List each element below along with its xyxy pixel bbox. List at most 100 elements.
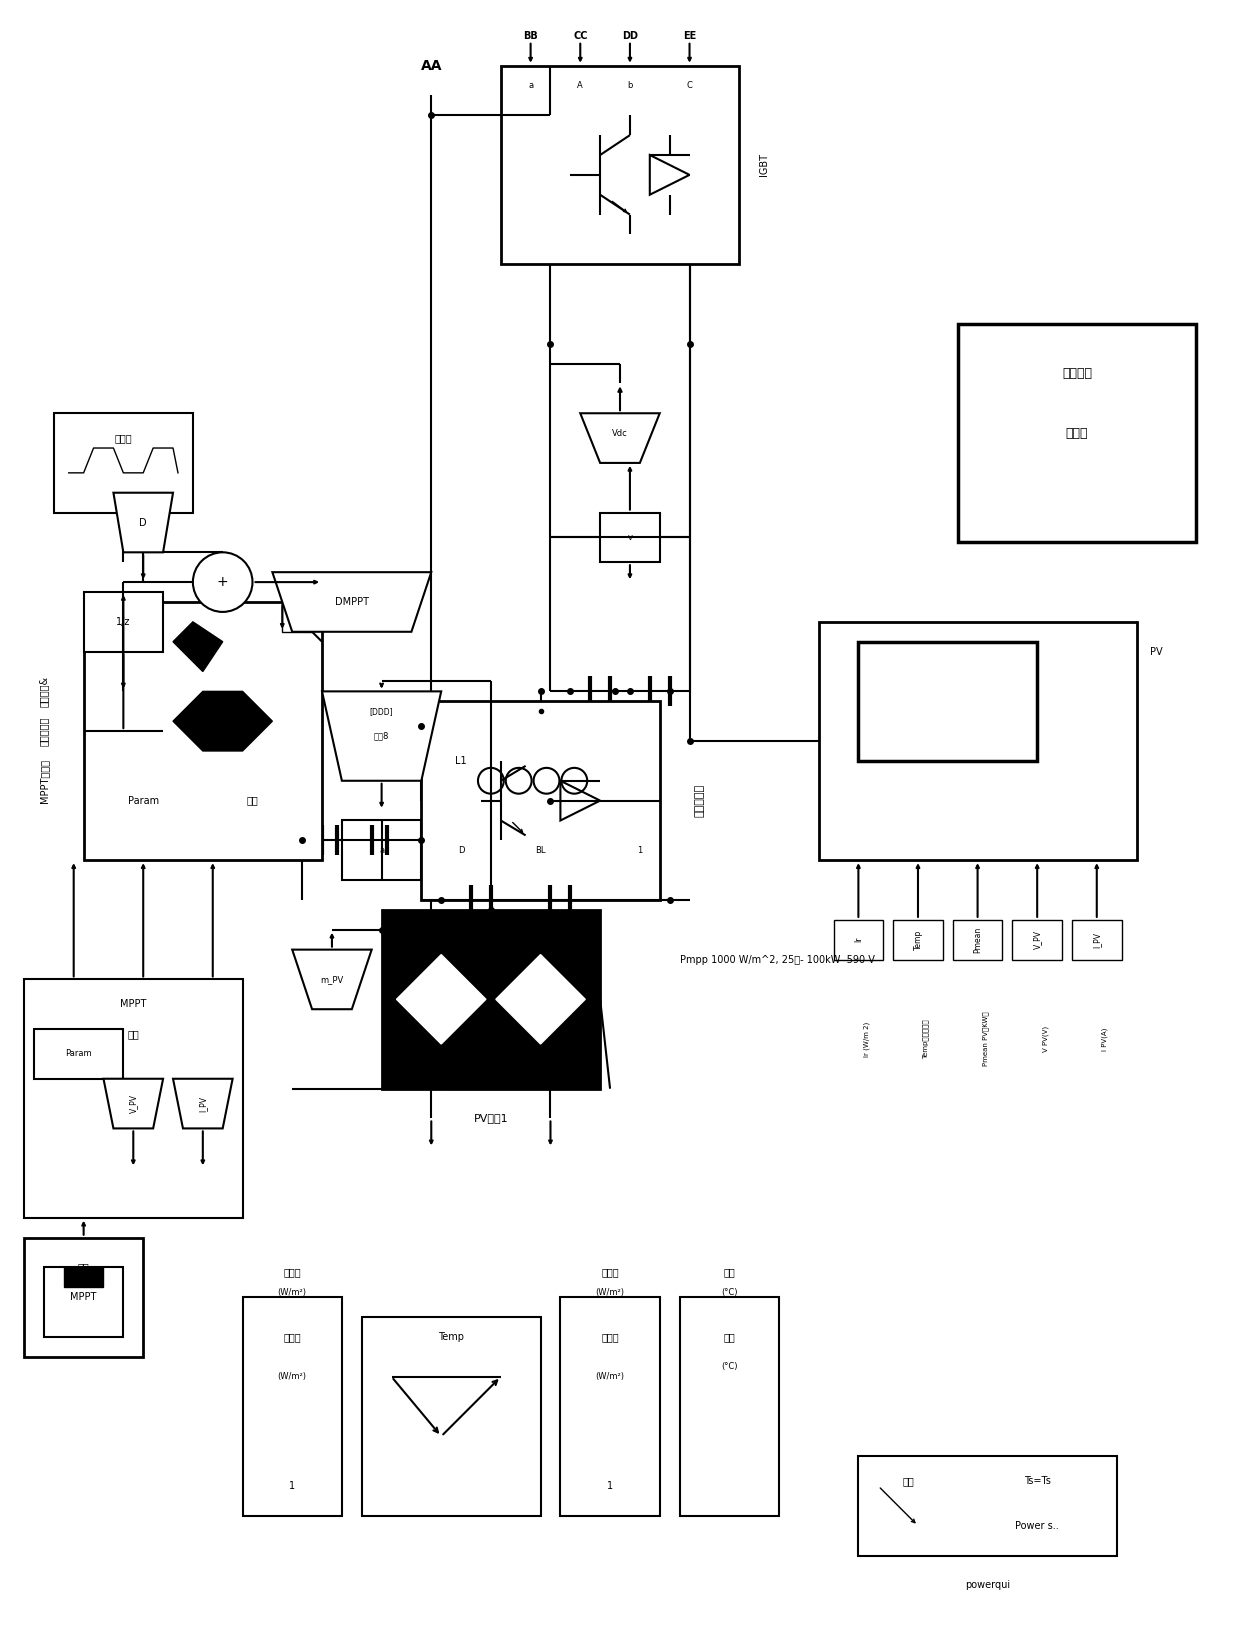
Text: V_PV: V_PV <box>129 1095 138 1113</box>
Text: D: D <box>458 845 464 855</box>
Text: powerqui: powerqui <box>965 1580 1011 1590</box>
Bar <box>833 921 883 960</box>
Bar <box>243 1298 342 1516</box>
Text: 使能: 使能 <box>78 1262 89 1272</box>
Text: MPPT: MPPT <box>71 1291 97 1303</box>
Text: 离散: 离散 <box>903 1475 914 1487</box>
Text: (W/m²): (W/m²) <box>278 1372 306 1382</box>
Polygon shape <box>293 950 372 1009</box>
Text: C: C <box>687 80 692 90</box>
Text: 观察技术的: 观察技术的 <box>38 717 48 745</box>
Bar <box>422 701 660 899</box>
Polygon shape <box>174 622 223 671</box>
Bar <box>818 622 1137 860</box>
Text: MPPT控制器: MPPT控制器 <box>38 758 48 802</box>
Bar <box>501 66 739 264</box>
Text: Pmpp 1000 W/m^2, 25度- 100kW  590 V: Pmpp 1000 W/m^2, 25度- 100kW 590 V <box>680 955 874 965</box>
Text: CC: CC <box>573 31 588 41</box>
Bar <box>33 1029 123 1078</box>
Text: D: D <box>139 517 148 527</box>
Polygon shape <box>580 414 660 463</box>
Text: BB: BB <box>523 31 538 41</box>
Text: 使能: 使能 <box>247 796 258 806</box>
Text: 辐照度: 辐照度 <box>601 1332 619 1342</box>
Text: Temp: Temp <box>914 929 923 950</box>
Text: 1/z: 1/z <box>117 617 130 627</box>
Polygon shape <box>496 955 585 1044</box>
Text: Param: Param <box>66 1050 92 1058</box>
Text: (W/m²): (W/m²) <box>595 1372 625 1382</box>
Text: 温度: 温度 <box>723 1332 735 1342</box>
Text: V_PV: V_PV <box>1033 930 1042 948</box>
Bar <box>680 1298 779 1516</box>
Text: 1: 1 <box>608 1480 613 1492</box>
Text: 和测量: 和测量 <box>1065 427 1089 440</box>
Text: PV阵列1: PV阵列1 <box>474 1114 508 1124</box>
Text: v: v <box>627 533 632 542</box>
Text: Param: Param <box>128 796 159 806</box>
Text: Ts=Ts: Ts=Ts <box>1024 1475 1050 1487</box>
Text: DMPPT: DMPPT <box>335 597 368 607</box>
Text: Temp（摄氏度）: Temp（摄氏度） <box>923 1019 930 1058</box>
Bar <box>560 1298 660 1516</box>
Bar <box>382 909 600 1088</box>
Text: a: a <box>528 80 533 90</box>
Bar <box>43 1267 123 1337</box>
Text: (W/m²): (W/m²) <box>595 1288 625 1296</box>
Text: 使用扪动&: 使用扪动& <box>38 676 48 707</box>
Polygon shape <box>174 1078 233 1129</box>
Text: (°C): (°C) <box>720 1288 738 1296</box>
Text: Power s..: Power s.. <box>1016 1521 1059 1531</box>
Text: [DDD]: [DDD] <box>370 707 393 715</box>
Text: 其他范围: 其他范围 <box>1061 368 1092 381</box>
Text: I_PV: I_PV <box>198 1096 207 1111</box>
Bar <box>1071 921 1122 960</box>
Bar <box>362 1318 541 1516</box>
Circle shape <box>193 553 253 612</box>
Text: (W/m²): (W/m²) <box>278 1288 306 1296</box>
Polygon shape <box>103 1078 164 1129</box>
Polygon shape <box>174 691 273 752</box>
Bar <box>83 602 322 860</box>
Text: A: A <box>578 80 583 90</box>
Polygon shape <box>273 573 432 632</box>
Polygon shape <box>397 955 486 1044</box>
Text: m_PV: m_PV <box>320 975 343 985</box>
Text: MPPT: MPPT <box>120 999 146 1009</box>
Text: b: b <box>627 80 632 90</box>
Text: 参数: 参数 <box>128 1029 139 1039</box>
Text: (°C): (°C) <box>720 1362 738 1372</box>
Polygon shape <box>113 492 174 553</box>
Text: Ir (W/m 2): Ir (W/m 2) <box>863 1021 869 1057</box>
Bar <box>952 921 1002 960</box>
Text: PV: PV <box>1149 647 1163 656</box>
Bar <box>83 592 164 651</box>
Text: Pmean PV（KW）: Pmean PV（KW） <box>982 1012 990 1067</box>
Text: 随机数: 随机数 <box>114 433 133 443</box>
Text: 1: 1 <box>289 1480 295 1492</box>
Bar <box>24 980 243 1218</box>
Bar <box>893 921 942 960</box>
Text: I_PV: I_PV <box>1092 932 1101 948</box>
Polygon shape <box>322 691 441 781</box>
Bar <box>858 642 1037 761</box>
Bar <box>63 1267 103 1287</box>
Text: 温度: 温度 <box>723 1267 735 1277</box>
Text: Pmean: Pmean <box>973 927 982 953</box>
Text: I PV(A): I PV(A) <box>1102 1027 1109 1050</box>
Text: Temp: Temp <box>438 1332 464 1342</box>
Text: 辐照度: 辐照度 <box>284 1267 301 1277</box>
Text: Vdc: Vdc <box>613 428 627 438</box>
Text: EE: EE <box>683 31 696 41</box>
Text: +: + <box>217 574 228 589</box>
Text: V PV(V): V PV(V) <box>1042 1026 1049 1052</box>
Text: AA: AA <box>420 59 441 72</box>
Text: 辐照度: 辐照度 <box>601 1267 619 1277</box>
Text: L1: L1 <box>455 757 467 766</box>
Text: 升压变换器: 升压变换器 <box>694 784 704 817</box>
Bar <box>283 607 312 632</box>
Bar <box>957 323 1197 543</box>
Bar <box>858 1456 1117 1556</box>
Text: a: a <box>379 845 384 855</box>
Bar <box>53 414 193 512</box>
